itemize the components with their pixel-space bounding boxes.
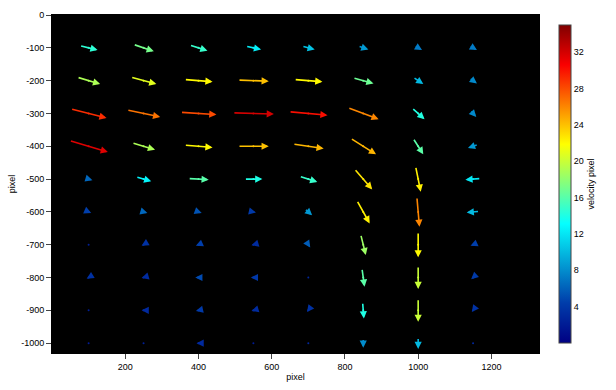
svg-text:12: 12 [574, 229, 584, 239]
svg-text:8: 8 [574, 265, 579, 275]
svg-text:1200: 1200 [481, 362, 501, 372]
svg-text:velocity pixel: velocity pixel [586, 158, 596, 209]
svg-text:24: 24 [574, 120, 584, 130]
svg-text:pixel: pixel [7, 175, 17, 194]
svg-text:400: 400 [191, 362, 206, 372]
svg-text:32: 32 [574, 47, 584, 57]
svg-text:-400: -400 [26, 141, 44, 151]
svg-text:4: 4 [574, 302, 579, 312]
svg-text:600: 600 [264, 362, 279, 372]
svg-text:-500: -500 [26, 174, 44, 184]
svg-text:-700: -700 [26, 240, 44, 250]
svg-text:-600: -600 [26, 207, 44, 217]
svg-text:28: 28 [574, 84, 584, 94]
svg-text:pixel: pixel [286, 372, 305, 382]
svg-text:-1000: -1000 [21, 338, 44, 348]
svg-text:-100: -100 [26, 43, 44, 53]
svg-text:20: 20 [574, 156, 584, 166]
svg-text:800: 800 [337, 362, 352, 372]
svg-text:-300: -300 [26, 109, 44, 119]
svg-text:-800: -800 [26, 273, 44, 283]
svg-text:0: 0 [39, 10, 44, 20]
svg-text:-200: -200 [26, 76, 44, 86]
svg-text:-900: -900 [26, 305, 44, 315]
svg-text:16: 16 [574, 193, 584, 203]
svg-text:1000: 1000 [408, 362, 428, 372]
svg-text:200: 200 [118, 362, 133, 372]
